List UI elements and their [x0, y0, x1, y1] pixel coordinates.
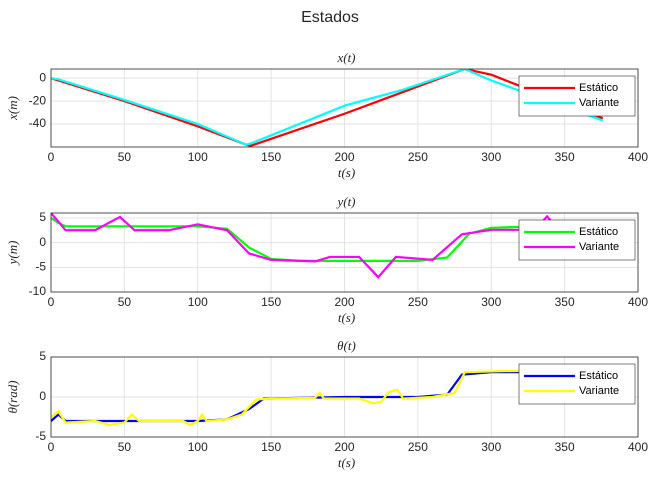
series-line — [51, 213, 559, 279]
x-axis-label: t(s) — [338, 310, 355, 325]
y-tick-label: 0 — [39, 235, 46, 249]
y-tick-label: -40 — [29, 116, 47, 130]
x-tick-label: 300 — [481, 295, 501, 309]
y-tick-label: -5 — [35, 429, 46, 443]
x-tick-label: 200 — [334, 150, 354, 164]
axes-box — [50, 68, 639, 148]
x-tick-label: 250 — [408, 440, 428, 454]
x-tick-label: 100 — [188, 295, 208, 309]
x-axis-label: t(s) — [338, 165, 355, 180]
y-tick-label: -5 — [35, 259, 46, 273]
legend-label: Estático — [579, 82, 618, 94]
x-tick-label: 50 — [118, 440, 132, 454]
x-tick-label: 400 — [628, 150, 648, 164]
y-tick-label: 5 — [39, 349, 46, 363]
x-tick-label: 300 — [481, 150, 501, 164]
x-tick-label: 200 — [334, 295, 354, 309]
y-tick-label: 0 — [39, 70, 46, 84]
x-tick-label: 50 — [118, 295, 132, 309]
x-tick-label: 350 — [555, 440, 575, 454]
y-axis-label: x(m) — [5, 96, 20, 121]
x-tick-label: 300 — [481, 440, 501, 454]
legend-label: Variante — [579, 241, 619, 253]
x-tick-label: 150 — [261, 295, 281, 309]
x-tick-label: 250 — [408, 295, 428, 309]
x-tick-label: 400 — [628, 440, 648, 454]
y-axis-label: θ(rad) — [5, 380, 20, 413]
axes-title: θ(t) — [337, 338, 356, 353]
axes-box — [50, 212, 639, 293]
x-tick-label: 150 — [261, 440, 281, 454]
x-tick-label: 0 — [48, 150, 55, 164]
x-axis-label: t(s) — [338, 455, 355, 470]
y-tick-label: 0 — [39, 389, 46, 403]
legend: Estático Variante — [518, 219, 636, 261]
legend-label: Variante — [579, 385, 619, 397]
legend-box — [518, 75, 636, 117]
series-line — [51, 369, 536, 427]
x-tick-label: 250 — [408, 150, 428, 164]
legend-box — [518, 219, 636, 261]
x-tick-label: 100 — [188, 440, 208, 454]
x-tick-label: 400 — [628, 295, 648, 309]
x-tick-label: 100 — [188, 150, 208, 164]
x-tick-label: 350 — [555, 150, 575, 164]
legend-label: Variante — [579, 97, 619, 109]
axes-title: x(t) — [336, 50, 355, 65]
y-tick-label: -10 — [29, 284, 47, 298]
y-tick-label: -20 — [29, 93, 47, 107]
x-tick-label: 150 — [261, 150, 281, 164]
x-tick-label: 0 — [48, 295, 55, 309]
legend: Estático Variante — [518, 363, 636, 405]
series-line — [51, 69, 604, 146]
axes-title: y(t) — [335, 194, 355, 209]
x-tick-label: 350 — [555, 295, 575, 309]
x-tick-label: 0 — [48, 440, 55, 454]
legend-label: Estático — [579, 370, 618, 382]
legend-label: Estático — [579, 226, 618, 238]
axes-box — [50, 356, 639, 438]
x-tick-label: 50 — [118, 150, 132, 164]
legend: Estático Variante — [518, 75, 636, 117]
x-tick-label: 200 — [334, 440, 354, 454]
y-tick-label: 5 — [39, 210, 46, 224]
figure-title: Estados — [301, 9, 359, 26]
y-axis-label: y(m) — [5, 241, 20, 267]
legend-box — [518, 363, 636, 405]
